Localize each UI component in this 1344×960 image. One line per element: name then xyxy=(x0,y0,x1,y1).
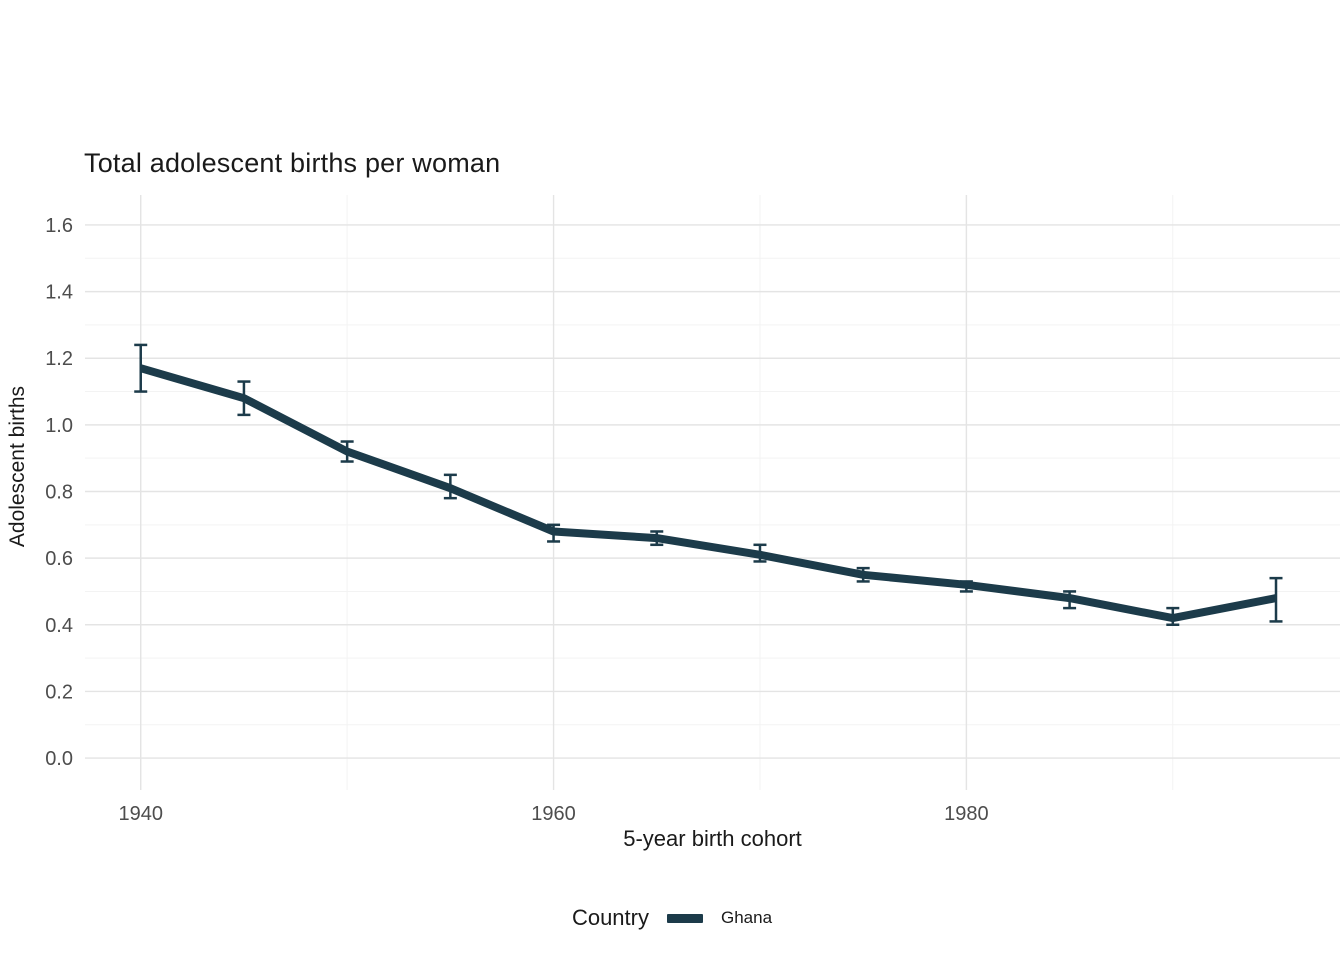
legend-title: Country xyxy=(571,905,649,930)
x-axis-title: 5-year birth cohort xyxy=(623,826,802,851)
x-tick-label: 1980 xyxy=(944,803,989,825)
y-tick-label: 0.2 xyxy=(45,681,73,703)
y-tick-label: 0.4 xyxy=(45,615,73,637)
x-tick-label: 1940 xyxy=(118,803,163,825)
chart-title: Total adolescent births per woman xyxy=(84,148,501,178)
legend: Country Ghana xyxy=(0,905,1344,931)
legend-label-ghana: Ghana xyxy=(721,908,773,927)
y-tick-label: 1.4 xyxy=(45,282,73,304)
y-tick-label: 1.2 xyxy=(45,348,73,370)
y-tick-label: 0.6 xyxy=(45,548,73,570)
y-tick-label: 1.6 xyxy=(45,215,73,237)
legend-key-line xyxy=(667,913,703,923)
y-tick-label: 1.0 xyxy=(45,415,73,437)
y-tick-label: 0.0 xyxy=(45,748,73,770)
series-line-ghana xyxy=(139,364,1277,623)
y-axis-title: Adolescent births xyxy=(6,386,29,548)
y-tick-label: 0.8 xyxy=(45,482,73,504)
x-tick-label: 1960 xyxy=(531,803,576,825)
